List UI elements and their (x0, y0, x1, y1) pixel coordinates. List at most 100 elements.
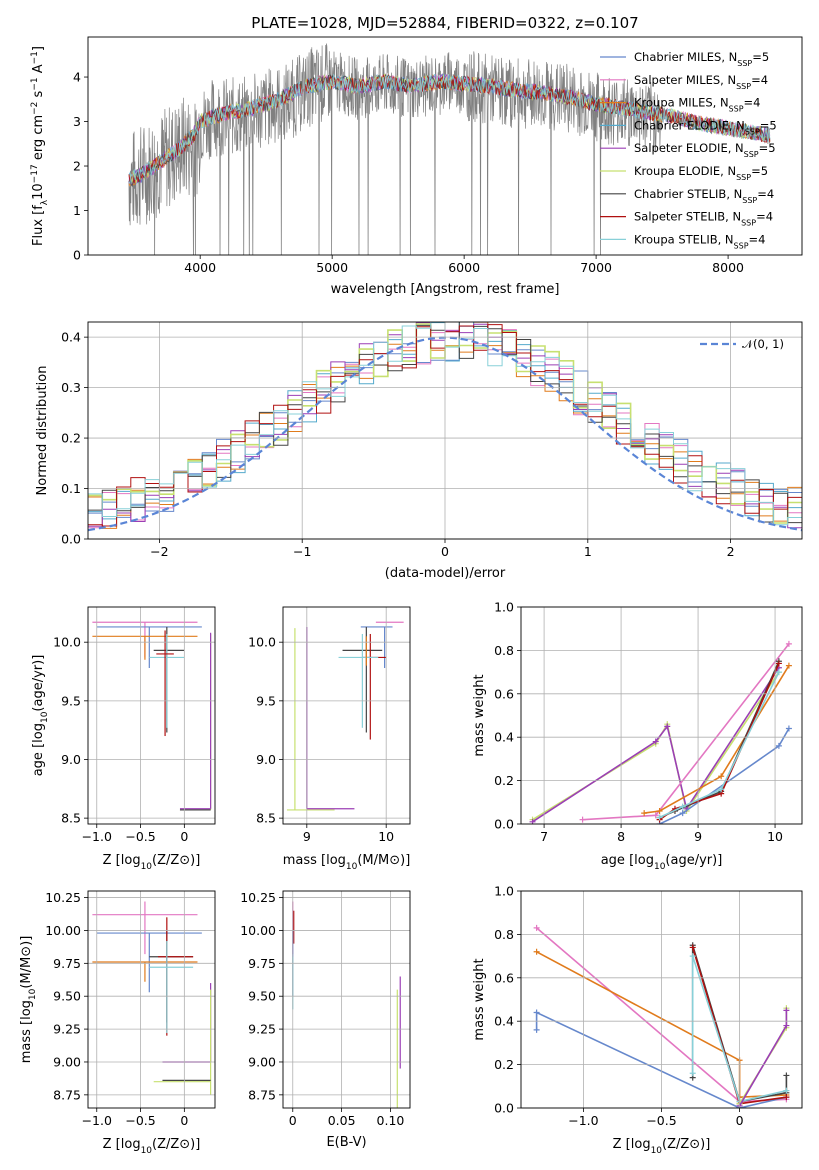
y-tick-label: 2 (73, 159, 81, 174)
plot-area (529, 640, 792, 824)
weight-point (775, 742, 782, 749)
x-tick-label: −1 (293, 544, 311, 559)
x-tick-label: 6000 (448, 260, 480, 275)
weight-point (785, 725, 792, 732)
weight-point (679, 810, 686, 817)
axes-frame (520, 606, 803, 825)
y-axis-label: Normed distribution (35, 366, 50, 496)
axes-frame (87, 321, 803, 540)
weight-point (783, 1022, 790, 1029)
y-tick-label: 9.5 (256, 693, 276, 708)
weight-point (641, 810, 648, 817)
weight-point (689, 1070, 696, 1077)
x-tick-label: −1.0 (568, 1113, 598, 1128)
x-tick-label: 0.05 (328, 1113, 356, 1128)
y-axis-label: mass weight (472, 958, 487, 1040)
weight-point (785, 662, 792, 669)
y-axis-label: age [log10(age/yr)] (31, 655, 50, 777)
x-tick-label: 0 (180, 829, 188, 844)
weight-point (783, 1094, 790, 1101)
y-tick-label: 9.00 (248, 1054, 276, 1069)
legend-label: Kroupa STELIB, NSSP=4 (634, 232, 765, 250)
y-tick-label: 9.75 (53, 956, 81, 971)
y-tick-label: 8.5 (61, 811, 81, 826)
weight-point (783, 1087, 790, 1094)
plot-area (533, 924, 790, 1108)
y-tick-label: 1.0 (494, 884, 514, 899)
axes-frame (87, 606, 216, 825)
x-tick-label: 1 (584, 544, 592, 559)
weight-series (691, 955, 787, 1103)
y-axis-label: Flux [fλ10−17 erg cm−2 s−1 A−1] (30, 46, 50, 246)
panel-spectrum: 4000 5000 6000 7000 8000 0 1 2 3 4 Chabrier MILES,… (30, 36, 803, 297)
x-tick-label: −0.5 (125, 829, 155, 844)
weight-point (652, 738, 659, 745)
x-tick-label: 2 (727, 544, 735, 559)
panel-weight_vs_Z: −1.0 −0.5 0 0.0 0.2 0.4 0.6 0.8 1.0 Z [log10(Z/Z⊙… (472, 884, 803, 1156)
weight-point (718, 773, 725, 780)
y-tick-label: 0.0 (494, 1101, 514, 1116)
panel-mass_vs_Z: −1.0 −0.5 0 8.75 9.00 9.25 9.50 9.75 10.00 10.25 Z… (19, 890, 216, 1156)
plot-area (92, 621, 212, 811)
legend-label: 𝒩(0, 1) (742, 337, 784, 351)
x-tick-label: 0 (736, 1113, 744, 1128)
weight-point (689, 944, 696, 951)
y-tick-label: 0.1 (61, 481, 81, 496)
legend-label: Salpeter STELIB, NSSP=4 (634, 210, 773, 228)
legend-label: Salpeter MILES, NSSP=4 (634, 73, 768, 91)
y-tick-label: 9.0 (61, 752, 81, 767)
y-tick-label: 9.5 (61, 693, 81, 708)
weight-point (664, 723, 671, 730)
weight-series (738, 1008, 788, 1105)
y-tick-label: 1 (73, 203, 81, 218)
y-tick-label: 10.0 (53, 635, 81, 650)
x-tick-label: 8000 (712, 260, 744, 275)
x-tick-label: −0.5 (125, 1113, 155, 1128)
x-tick-label: −1.0 (82, 1113, 112, 1128)
histogram-series (88, 322, 802, 526)
x-tick-label: 0 (289, 1113, 297, 1128)
x-tick-label: 0 (180, 1113, 188, 1128)
y-tick-label: 0.8 (494, 643, 514, 658)
legend-label: Chabrier STELIB, NSSP=4 (634, 187, 774, 205)
x-axis-label: Z [log10(Z/Z⊙)] (103, 853, 201, 872)
y-tick-label: 0.4 (494, 730, 514, 745)
panel-mass_vs_ebv: 0 0.05 0.10 8.75 9.00 9.25 9.50 9.75 10.00 10.25 E… (240, 890, 411, 1150)
legend-label: Kroupa MILES, NSSP=4 (634, 96, 760, 114)
y-tick-label: 8.5 (256, 811, 276, 826)
y-tick-label: 9.50 (53, 989, 81, 1004)
x-tick-label: −0.5 (646, 1113, 676, 1128)
x-axis-label: E(B-V) (326, 1135, 366, 1150)
weight-point (533, 924, 540, 931)
y-tick-label: 0.6 (494, 970, 514, 985)
weight-point (533, 1026, 540, 1033)
weight-point (718, 786, 725, 793)
plot-area (128, 43, 771, 255)
legend-label: Chabrier ELODIE, NSSP=5 (634, 118, 777, 136)
y-axis-label: mass weight (472, 674, 487, 756)
y-tick-label: 1.0 (494, 600, 514, 615)
weight-point (783, 1072, 790, 1079)
weight-series (659, 671, 780, 819)
x-axis-label: (data-model)/error (385, 566, 506, 581)
y-tick-label: 0.2 (494, 1057, 514, 1072)
x-tick-label: 9 (303, 829, 311, 844)
y-tick-label: 9.00 (53, 1054, 81, 1069)
panel-age_vs_mass: 9 10 8.5 9.0 9.5 10.0 mass [log10(M/M⊙)] (248, 606, 411, 872)
y-tick-label: 0 (73, 248, 81, 263)
model-spectrum (128, 73, 771, 185)
x-tick-label: −1.0 (82, 829, 112, 844)
x-tick-label: 10 (378, 829, 394, 844)
axes-frame (282, 606, 411, 825)
y-tick-label: 3 (73, 114, 81, 129)
weight-point (656, 807, 663, 814)
legend-label: Kroupa ELODIE, NSSP=5 (634, 164, 768, 182)
y-tick-label: 8.75 (53, 1087, 81, 1102)
plot-area (292, 901, 401, 1108)
y-tick-label: 10.25 (45, 890, 81, 905)
panel-age_vs_Z: −1.0 −0.5 0 8.5 9.0 9.5 10.0 Z [log10(Z/Z⊙)] age… (31, 606, 216, 872)
y-tick-label: 9.0 (256, 752, 276, 767)
y-tick-label: 0.3 (61, 380, 81, 395)
weight-point (783, 1007, 790, 1014)
weight-point (775, 660, 782, 667)
